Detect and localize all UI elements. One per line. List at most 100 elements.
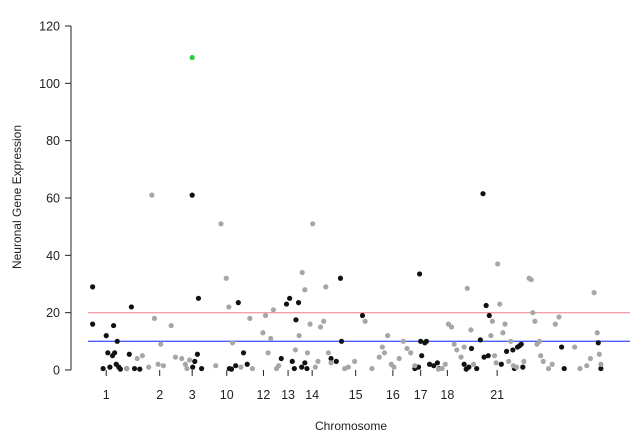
data-point-black (510, 347, 516, 353)
data-point-black (520, 364, 526, 370)
data-point-gray (323, 284, 329, 290)
data-point-gray (513, 364, 520, 370)
data-point-black (466, 364, 472, 370)
data-point-black (240, 350, 247, 356)
data-point-black (117, 366, 123, 372)
data-point-black (114, 338, 120, 344)
data-point-gray (179, 355, 185, 362)
data-point-gray (155, 361, 161, 367)
x-axis: 1 2 3 10 12 13 14 15 16 17 18 21 (103, 370, 504, 402)
data-point-gray (307, 321, 313, 327)
x-tick-label: 17 (414, 388, 428, 402)
data-point-gray (321, 318, 327, 324)
data-point-gray (572, 344, 578, 350)
data-point-black (359, 312, 366, 319)
data-point-gray (489, 318, 496, 324)
data-point-black (90, 321, 96, 327)
data-point-black (293, 317, 299, 323)
data-point-gray (160, 363, 166, 369)
data-point-gray (439, 365, 445, 372)
data-point-gray (265, 350, 271, 356)
data-point-gray (292, 347, 299, 353)
data-point-gray (362, 318, 368, 324)
data-point-gray (502, 321, 508, 327)
y-tick-label: 120 (39, 20, 60, 34)
data-point-gray (470, 361, 477, 367)
data-point-gray (391, 364, 397, 370)
data-point-black (299, 364, 305, 370)
data-point-gray (213, 363, 219, 369)
data-point-gray (468, 327, 474, 333)
data-point-gray (538, 353, 544, 359)
data-point-black (481, 354, 487, 360)
y-tick-label: 80 (46, 134, 60, 148)
data-point-black (192, 358, 198, 364)
data-point-gray (218, 221, 224, 227)
x-tick-label: 15 (349, 388, 363, 402)
data-point-gray (270, 307, 276, 313)
data-point-gray (404, 345, 410, 352)
data-point-black (233, 363, 239, 369)
data-point-gray (296, 333, 302, 339)
data-point-black (598, 365, 604, 372)
data-points (90, 54, 604, 372)
data-point-gray (268, 335, 274, 342)
data-point-gray (506, 358, 512, 364)
data-point-gray (134, 355, 140, 362)
data-point-gray (532, 318, 538, 324)
data-point-black (461, 361, 467, 367)
data-point-black (287, 295, 293, 301)
x-tick-label: 13 (281, 388, 295, 402)
data-point-gray (442, 361, 448, 367)
data-point-black (498, 361, 504, 367)
data-point-gray (247, 315, 253, 321)
data-point-gray (488, 333, 494, 339)
data-point-black (418, 338, 424, 344)
data-point-gray (448, 324, 455, 330)
data-point-gray (493, 360, 499, 366)
x-tick-label: 14 (305, 388, 319, 402)
data-point-black (131, 365, 138, 372)
y-tick-label: 100 (39, 77, 60, 91)
x-tick-label: 1 (103, 388, 110, 402)
data-point-gray (249, 365, 256, 372)
data-point-gray (508, 338, 514, 344)
x-tick-label: 21 (490, 388, 504, 402)
data-point-black (333, 358, 339, 364)
x-axis-label: Chromosome (315, 419, 387, 433)
data-point-gray (587, 355, 594, 362)
data-point-black (518, 341, 524, 347)
data-point-gray (376, 354, 382, 360)
data-point-gray (528, 277, 534, 283)
data-point-black (419, 353, 425, 359)
data-point-black (107, 364, 113, 370)
data-point-black (90, 284, 96, 290)
data-point-black (137, 366, 143, 372)
data-point-black (416, 271, 423, 277)
data-point-gray (186, 357, 193, 363)
data-point-gray (312, 364, 318, 370)
data-point-gray (584, 363, 590, 369)
x-tick-label: 3 (189, 388, 196, 402)
data-point-black (431, 363, 437, 369)
data-point-black (561, 365, 567, 372)
data-point-black (100, 365, 106, 372)
data-point-gray (598, 361, 604, 367)
data-point-gray (521, 358, 527, 364)
data-point-black (189, 192, 195, 198)
data-point-gray (124, 365, 130, 372)
data-point-gray (591, 290, 597, 296)
data-point-black (486, 312, 492, 319)
data-point-gray (315, 358, 321, 364)
data-point-gray (495, 261, 501, 267)
data-point-black (477, 337, 483, 343)
data-point-gray (461, 344, 467, 350)
x-tick-label: 10 (220, 388, 234, 402)
data-point-gray (454, 347, 460, 353)
data-point-gray (158, 341, 164, 347)
data-point-gray (408, 350, 414, 356)
data-point-gray (168, 322, 174, 329)
data-point-black (235, 300, 241, 306)
data-point-gray (328, 360, 334, 366)
data-point-gray (146, 364, 152, 370)
